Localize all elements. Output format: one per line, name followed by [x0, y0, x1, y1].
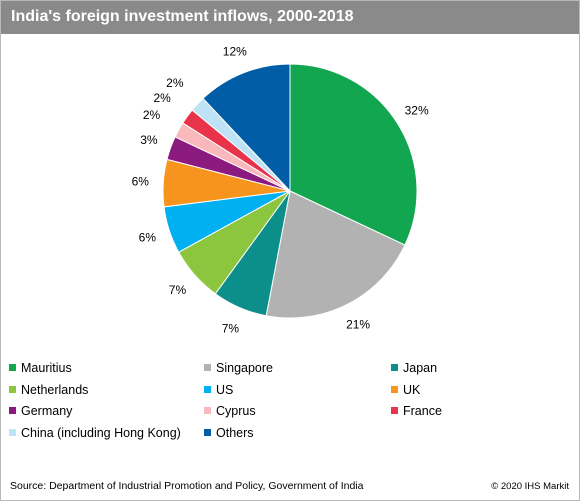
legend-label: Japan [403, 361, 438, 375]
legend-item-japan: Japan [391, 361, 437, 375]
pie-label-mauritius: 32% [405, 104, 429, 118]
legend-item-others: Others [204, 426, 254, 440]
legend-label: Mauritius [21, 361, 72, 375]
pie-slice-singapore [265, 190, 406, 319]
chart-title: India's foreign investment inflows, 2000… [11, 8, 354, 25]
legend-item-singapore: Singapore [204, 361, 273, 375]
legend-item-mauritius: Mauritius [9, 361, 72, 375]
legend-item-uk: UK [391, 383, 420, 397]
pie-slice-others [202, 63, 291, 193]
pie-slices [162, 63, 418, 319]
legend-label: US [216, 382, 234, 397]
legend-swatch [204, 364, 211, 372]
legend-swatch [391, 407, 398, 415]
legend-label: UK [403, 382, 421, 397]
pie-label-japan: 7% [222, 322, 240, 336]
legend-swatch [391, 385, 398, 393]
legend-swatch [391, 364, 398, 372]
legend-item-cyprus: Cyprus [204, 404, 256, 418]
legend-item-france: France [391, 404, 442, 418]
legend-swatch [204, 407, 211, 415]
legend-swatch [9, 428, 16, 436]
pie-label-uk: 6% [132, 175, 150, 189]
copyright-note: © 2020 IHS Markit [491, 481, 569, 492]
legend-item-us: US [204, 383, 233, 397]
legend-label: China (including Hong Kong) [21, 425, 181, 440]
pie-label-china-including-hong-kong: 2% [166, 76, 184, 90]
legend-label: Others [216, 425, 254, 440]
pie-label-france: 2% [154, 91, 172, 105]
legend-swatch [204, 428, 211, 436]
pie-chart: 32%21%7%7%6%6%3%2%2%2%12% [132, 45, 429, 336]
legend-label: Netherlands [21, 382, 89, 397]
legend-item-netherlands: Netherlands [9, 383, 88, 397]
legend-swatch [9, 407, 16, 415]
legend-label: Singapore [216, 361, 273, 375]
legend-item-germany: Germany [9, 404, 72, 418]
pie-label-others: 12% [223, 45, 247, 59]
source-note: Source: Department of Industrial Promoti… [10, 480, 364, 492]
legend-label: France [403, 404, 442, 418]
pie-label-cyprus: 2% [143, 108, 161, 122]
pie-label-singapore: 21% [346, 318, 370, 332]
legend-label: Germany [21, 404, 73, 418]
legend-label: Cyprus [216, 404, 256, 418]
pie-labels: 32%21%7%7%6%6%3%2%2%2%12% [132, 45, 429, 336]
pie-label-germany: 3% [140, 133, 158, 147]
pie-label-us: 6% [139, 230, 157, 244]
legend-swatch [204, 385, 211, 393]
title-bar: India's foreign investment inflows, 2000… [1, 1, 579, 34]
legend-swatch [9, 364, 16, 372]
legend-swatch [9, 385, 16, 393]
pie-label-netherlands: 7% [169, 283, 187, 297]
legend-item-china-including-hong-kong: China (including Hong Kong) [9, 426, 181, 440]
pie-slice-mauritius [289, 63, 418, 246]
